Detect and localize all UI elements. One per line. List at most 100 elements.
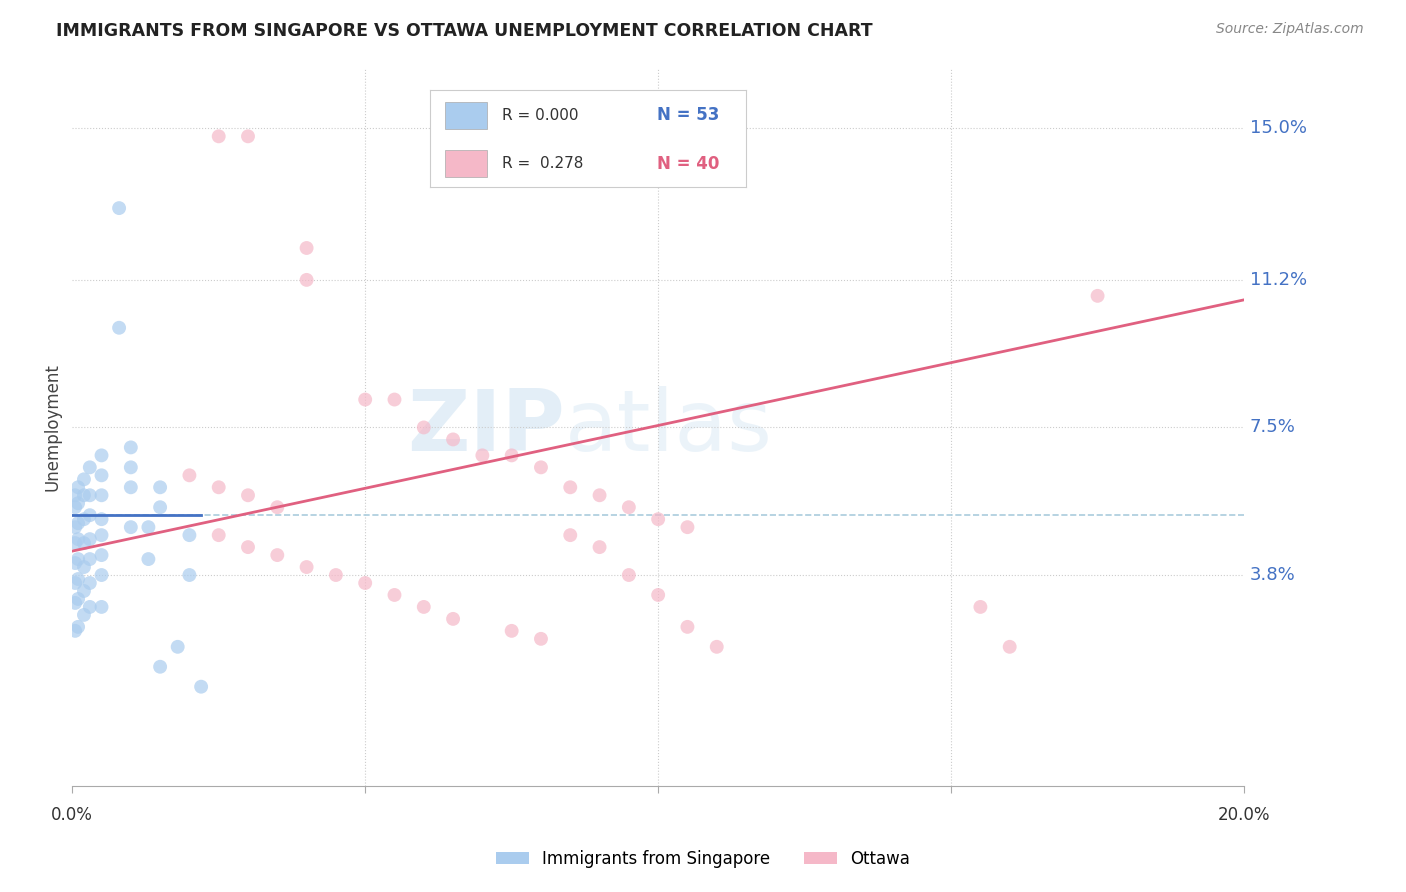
Y-axis label: Unemployment: Unemployment — [44, 364, 60, 491]
Point — [149, 500, 172, 515]
Point — [530, 632, 553, 646]
Point — [120, 520, 142, 534]
Point — [441, 433, 464, 447]
Point — [236, 540, 259, 554]
Point — [90, 512, 112, 526]
Point — [617, 568, 640, 582]
Point — [90, 568, 112, 582]
Point — [149, 480, 172, 494]
Point — [73, 512, 96, 526]
Point — [120, 441, 142, 455]
Point — [1087, 289, 1109, 303]
Point — [236, 129, 259, 144]
Point — [90, 599, 112, 614]
Point — [67, 552, 90, 566]
Point — [63, 520, 86, 534]
Point — [560, 528, 582, 542]
Point — [67, 480, 90, 494]
Point — [179, 568, 201, 582]
Point — [73, 584, 96, 599]
Point — [969, 599, 991, 614]
Point — [63, 596, 86, 610]
Point — [588, 540, 610, 554]
Point — [471, 449, 494, 463]
Point — [67, 496, 90, 510]
Point — [412, 420, 434, 434]
Point — [190, 680, 212, 694]
Point — [179, 528, 201, 542]
Point — [560, 480, 582, 494]
Point — [108, 320, 131, 334]
Point — [67, 516, 90, 531]
Point — [236, 488, 259, 502]
Point — [354, 392, 377, 407]
Point — [63, 556, 86, 570]
Point — [73, 472, 96, 486]
Point — [63, 576, 86, 591]
Point — [63, 536, 86, 550]
Point — [266, 500, 288, 515]
Text: 3.8%: 3.8% — [1250, 566, 1296, 584]
Point — [530, 460, 553, 475]
Text: atlas: atlas — [564, 386, 772, 469]
Point — [208, 528, 231, 542]
Point — [63, 500, 86, 515]
Text: IMMIGRANTS FROM SINGAPORE VS OTTAWA UNEMPLOYMENT CORRELATION CHART: IMMIGRANTS FROM SINGAPORE VS OTTAWA UNEM… — [56, 22, 873, 40]
Point — [208, 129, 231, 144]
Point — [79, 599, 101, 614]
Point — [63, 488, 86, 502]
Point — [412, 599, 434, 614]
Point — [79, 460, 101, 475]
Point — [617, 500, 640, 515]
Point — [138, 552, 160, 566]
Text: 20.0%: 20.0% — [1218, 806, 1270, 824]
Point — [676, 520, 699, 534]
Point — [73, 560, 96, 574]
Legend: Immigrants from Singapore, Ottawa: Immigrants from Singapore, Ottawa — [489, 844, 917, 875]
Point — [647, 588, 669, 602]
Point — [501, 449, 523, 463]
Point — [384, 392, 406, 407]
Text: 11.2%: 11.2% — [1250, 271, 1308, 289]
Point — [90, 528, 112, 542]
Text: ZIP: ZIP — [406, 386, 564, 469]
Point — [63, 624, 86, 638]
Point — [79, 552, 101, 566]
Text: 7.5%: 7.5% — [1250, 418, 1296, 436]
Point — [67, 532, 90, 546]
Point — [384, 588, 406, 602]
Point — [179, 468, 201, 483]
Point — [676, 620, 699, 634]
Point — [73, 607, 96, 622]
Text: 15.0%: 15.0% — [1250, 120, 1308, 137]
Point — [166, 640, 188, 654]
Point — [79, 508, 101, 523]
Point — [647, 512, 669, 526]
Point — [325, 568, 347, 582]
Point — [441, 612, 464, 626]
Point — [266, 548, 288, 562]
Text: 0.0%: 0.0% — [51, 806, 93, 824]
Point — [79, 576, 101, 591]
Text: Source: ZipAtlas.com: Source: ZipAtlas.com — [1216, 22, 1364, 37]
Point — [67, 572, 90, 586]
Point — [138, 520, 160, 534]
Point — [90, 488, 112, 502]
Point — [295, 273, 318, 287]
Point — [295, 560, 318, 574]
Point — [108, 201, 131, 215]
Point — [90, 548, 112, 562]
Point — [90, 468, 112, 483]
Point — [120, 480, 142, 494]
Point — [588, 488, 610, 502]
Point — [149, 659, 172, 673]
Point — [79, 532, 101, 546]
Point — [67, 620, 90, 634]
Point — [998, 640, 1021, 654]
Point — [79, 488, 101, 502]
Point — [208, 480, 231, 494]
Point — [73, 488, 96, 502]
Point — [73, 536, 96, 550]
Point — [120, 460, 142, 475]
Point — [501, 624, 523, 638]
